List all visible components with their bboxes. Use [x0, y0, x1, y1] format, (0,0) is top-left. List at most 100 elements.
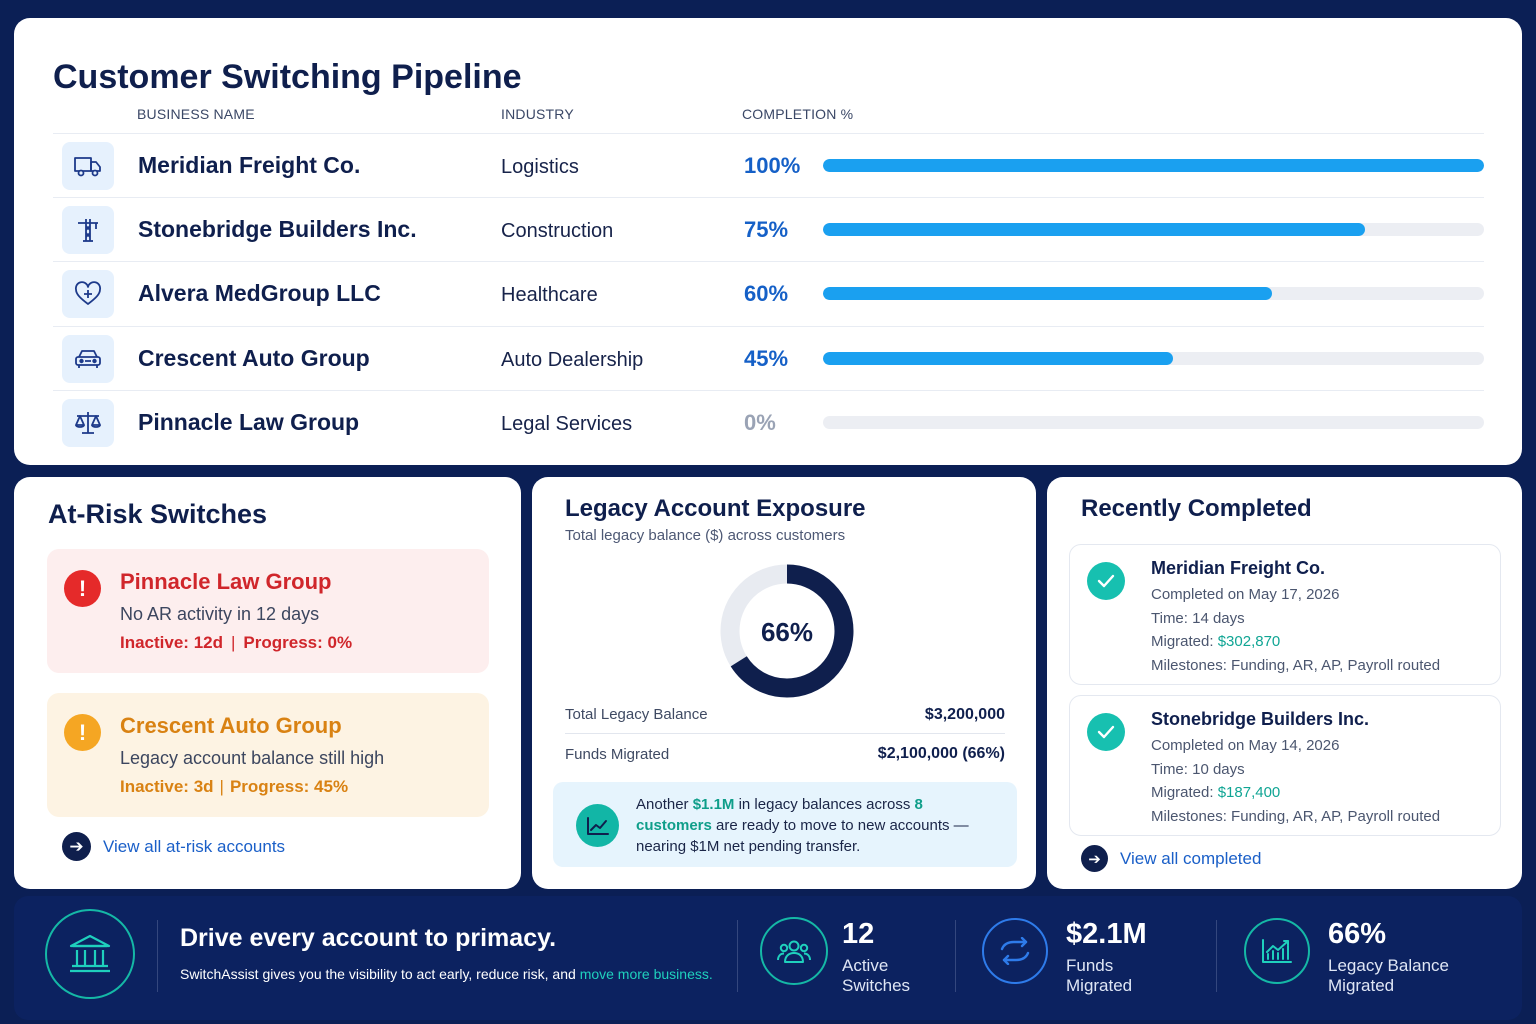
stat-legacy-migrated-label: Legacy Balance Migrated — [1328, 956, 1449, 995]
note-text-3: are ready to move to new accounts — near… — [636, 817, 969, 855]
migrated-value: $302,870 — [1217, 633, 1281, 650]
funds-migrated-row: Funds Migrated $2,100,000 (66%) — [565, 735, 1005, 773]
migrated-label: Migrated: — [1151, 633, 1218, 650]
risk-description: Legacy account balance still high — [120, 748, 385, 768]
donut-label: 66% — [761, 617, 813, 647]
check-icon — [1087, 713, 1125, 751]
completion-percent: 45% — [744, 346, 789, 371]
footer-subtext-main: SwitchAssist gives you the visibility to… — [180, 966, 580, 982]
footer-headline: Drive every account to primacy. — [180, 924, 557, 952]
divider — [737, 920, 738, 992]
progress-fill — [823, 159, 1484, 172]
col-business-name[interactable]: BUSINESS NAME — [137, 106, 255, 122]
stat-funds-migrated-label: Funds Migrated — [1066, 956, 1133, 995]
arrow-right-icon: ➔ — [1081, 845, 1108, 872]
pipeline-row[interactable]: Pinnacle Law Group Legal Services 0% — [53, 390, 1484, 454]
footer-banner: Drive every account to primacy. SwitchAs… — [14, 896, 1522, 1020]
risk-name[interactable]: Crescent Auto Group — [120, 713, 342, 738]
growth-chart-icon — [1244, 918, 1310, 984]
bank-icon — [45, 909, 135, 999]
completed-item[interactable]: Stonebridge Builders Inc. Completed on M… — [1069, 695, 1501, 836]
legacy-insight-note: Another $1.1M in legacy balances across … — [553, 782, 1017, 867]
progress-bar — [823, 223, 1484, 236]
pipeline-card: Customer Switching Pipeline BUSINESS NAM… — [14, 18, 1522, 465]
progress-bar — [823, 352, 1484, 365]
migrated-label: Migrated: — [1151, 784, 1218, 801]
business-name[interactable]: Meridian Freight Co. — [138, 152, 361, 178]
footer-subtext-accent: move more business. — [579, 966, 713, 982]
progress-bar — [823, 416, 1484, 429]
trend-chart-icon — [576, 804, 619, 847]
industry: Auto Dealership — [501, 349, 644, 371]
crane-icon — [62, 206, 114, 254]
total-legacy-balance-value: $3,200,000 — [924, 705, 1005, 723]
transfer-arrows-icon — [982, 918, 1048, 984]
risk-inactive: Inactive: 3d — [120, 777, 214, 796]
note-highlight-customers: 8 customers — [636, 796, 923, 834]
risk-inactive: Inactive: 12d — [120, 633, 223, 652]
funds-migrated-value: $2,100,000 (66%) — [877, 745, 1005, 762]
recent-title: Recently Completed — [1081, 495, 1312, 522]
divider — [1216, 920, 1217, 992]
view-all-at-risk-link[interactable]: ➔ View all at-risk accounts — [62, 832, 285, 861]
legacy-donut-chart: 66% — [720, 564, 854, 698]
legacy-exposure-card: Legacy Account Exposure Total legacy bal… — [532, 477, 1036, 889]
progress-fill — [823, 352, 1174, 365]
stat-active-switches-value: 12 — [842, 918, 875, 950]
risk-meta: Inactive: 12d | Progress: 0% — [120, 633, 352, 653]
pipeline-row[interactable]: Alvera MedGroup LLC Healthcare 60% — [53, 261, 1484, 325]
heart-plus-icon — [62, 270, 114, 318]
completed-date: Completed on May 17, 2026 — [1151, 586, 1340, 603]
scales-icon — [62, 399, 114, 447]
risk-item-crescent[interactable]: ! Crescent Auto Group Legacy account bal… — [47, 693, 489, 817]
car-icon — [62, 335, 114, 383]
note-highlight-amount: $1.1M — [692, 796, 735, 813]
completed-milestones: Milestones: Funding, AR, AP, Payroll rou… — [1151, 657, 1441, 674]
completed-item[interactable]: Meridian Freight Co. Completed on May 17… — [1069, 544, 1501, 685]
divider — [157, 920, 158, 992]
progress-bar — [823, 159, 1484, 172]
completion-percent: 75% — [744, 217, 789, 242]
industry: Logistics — [501, 156, 579, 178]
col-completion[interactable]: COMPLETION % — [742, 106, 854, 122]
completed-name[interactable]: Meridian Freight Co. — [1151, 558, 1326, 578]
progress-bar — [823, 287, 1484, 300]
view-all-completed-link[interactable]: ➔ View all completed — [1081, 845, 1261, 872]
stat-funds-migrated-value: $2.1M — [1066, 918, 1147, 950]
at-risk-card: At-Risk Switches ! Pinnacle Law Group No… — [14, 477, 521, 889]
completion-percent: 100% — [744, 153, 801, 178]
view-all-completed-label[interactable]: View all completed — [1120, 848, 1262, 868]
pipeline-row[interactable]: Meridian Freight Co. Logistics 100% — [53, 133, 1484, 197]
business-name[interactable]: Alvera MedGroup LLC — [138, 280, 381, 306]
business-name[interactable]: Stonebridge Builders Inc. — [138, 216, 417, 242]
alert-icon: ! — [64, 570, 101, 607]
risk-name[interactable]: Pinnacle Law Group — [120, 569, 332, 594]
footer-subtext: SwitchAssist gives you the visibility to… — [180, 966, 713, 982]
stat-legacy-migrated-value: 66% — [1328, 918, 1387, 950]
business-name[interactable]: Pinnacle Law Group — [138, 409, 360, 435]
note-text-1: Another — [636, 796, 693, 813]
recently-completed-card: Recently Completed Meridian Freight Co. … — [1047, 477, 1522, 889]
risk-description: No AR activity in 12 days — [120, 604, 320, 624]
completion-percent: 0% — [744, 410, 776, 435]
pipeline-row[interactable]: Stonebridge Builders Inc. Construction 7… — [53, 197, 1484, 261]
progress-fill — [823, 287, 1273, 300]
pipeline-row[interactable]: Crescent Auto Group Auto Dealership 45% — [53, 326, 1484, 390]
completed-date: Completed on May 14, 2026 — [1151, 737, 1340, 754]
risk-progress: Progress: 45% — [229, 777, 349, 796]
risk-item-pinnacle[interactable]: ! Pinnacle Law Group No AR activity in 1… — [47, 549, 489, 673]
completed-migrated: Migrated: $187,400 — [1151, 784, 1280, 801]
legacy-title: Legacy Account Exposure — [565, 495, 866, 522]
view-all-at-risk-label[interactable]: View all at-risk accounts — [103, 836, 286, 856]
completed-milestones: Milestones: Funding, AR, AP, Payroll rou… — [1151, 808, 1441, 825]
at-risk-title: At-Risk Switches — [48, 499, 268, 529]
alert-icon: ! — [64, 714, 101, 751]
col-industry[interactable]: INDUSTRY — [501, 106, 574, 122]
business-name[interactable]: Crescent Auto Group — [138, 345, 370, 371]
check-icon — [1087, 562, 1125, 600]
divider — [955, 920, 956, 992]
risk-progress: Progress: 0% — [243, 633, 353, 652]
arrow-right-icon: ➔ — [62, 832, 91, 861]
industry: Healthcare — [501, 284, 598, 306]
completed-name[interactable]: Stonebridge Builders Inc. — [1151, 709, 1370, 729]
